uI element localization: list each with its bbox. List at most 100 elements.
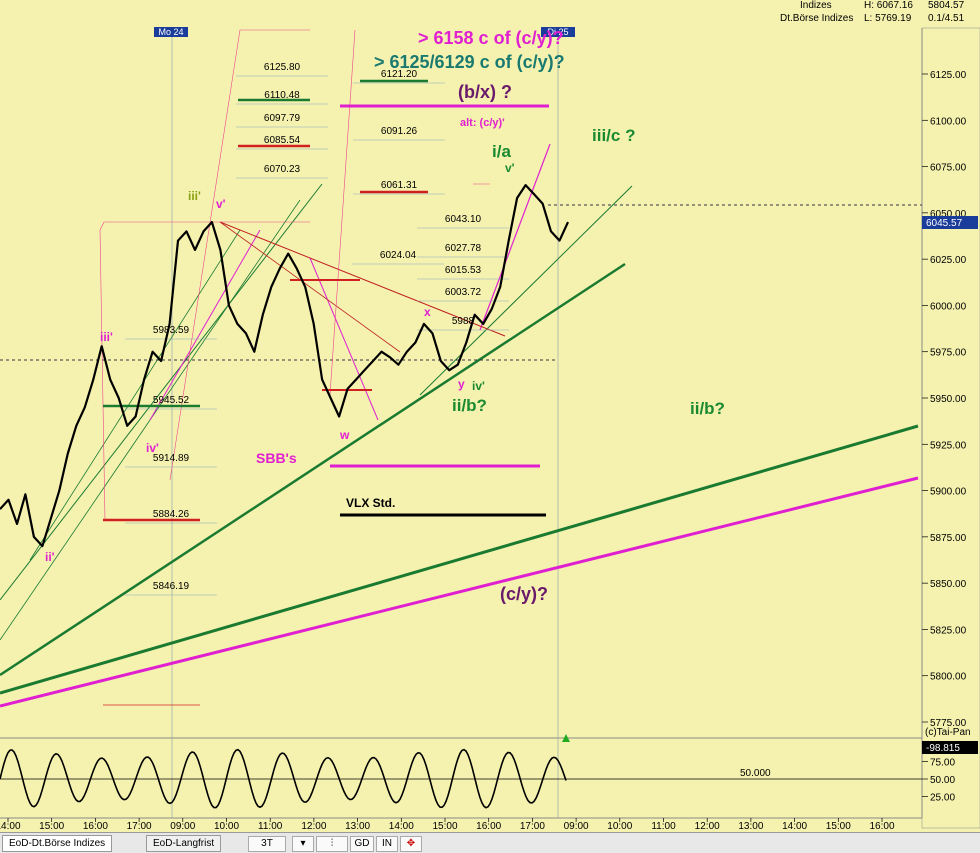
osc-value-bg [922, 741, 978, 754]
osc-tick-label: 25.00 [930, 793, 955, 804]
osc-tick-label: 75.00 [930, 758, 955, 769]
fan-line-magenta [309, 257, 379, 421]
fib-level-label: 6015.53 [445, 265, 482, 276]
y-tick-label: 5875.00 [930, 533, 967, 544]
fib-level-label: 6027.78 [445, 243, 482, 254]
marker-mo: Mo 24 [158, 27, 183, 37]
bottom-tab-bar: EoD-Dt.Börse Indizes EoD-Langfrist 3T ▾ … [0, 832, 980, 853]
annotation-x: x [424, 305, 431, 319]
fib-level-label: 5983.59 [153, 325, 190, 336]
channel-line-red [219, 221, 506, 337]
annotation-vlx: VLX Std. [346, 496, 395, 510]
annotation-bx: (b/x) ? [458, 82, 512, 102]
fib-level-label: 5945.52 [153, 395, 190, 406]
x-tick-label: 09:00 [170, 821, 195, 832]
fib-level-label: 6003.72 [445, 287, 482, 298]
x-tick-label: 16:00 [83, 821, 108, 832]
projection-box [99, 221, 310, 521]
fan-line-magenta [479, 143, 551, 331]
x-tick-label: 15:00 [826, 821, 851, 832]
y-tick-label: 5825.00 [930, 625, 967, 636]
tools-icon[interactable]: ✥ [400, 836, 422, 852]
trendline-green-thin [419, 185, 633, 396]
fib-level-label: 6125.80 [264, 62, 301, 73]
low-value: L: 5769.19 [864, 13, 912, 24]
x-tick-label: 12:00 [695, 821, 720, 832]
y-tick-label: 5950.00 [930, 394, 967, 405]
period-select[interactable]: 3T [248, 836, 286, 852]
candle-style-icon[interactable]: ⫶ [316, 836, 348, 852]
x-tick-label: 15:00 [432, 821, 457, 832]
osc-up-arrow [562, 734, 570, 742]
in-button[interactable]: IN [376, 836, 398, 852]
x-tick-label: 10:00 [214, 821, 239, 832]
osc-mid-label: 50.000 [740, 768, 771, 779]
x-tick-label: 13:00 [738, 821, 763, 832]
annotation-iii-prime-green: iii' [188, 189, 201, 203]
trendline-magenta-long [0, 476, 919, 708]
fib-level-label: 5846.19 [153, 581, 190, 592]
marker-mo-bg [154, 27, 188, 37]
fib-level-label: 5884.26 [153, 509, 190, 520]
annotation-sbb: SBB's [256, 450, 297, 466]
fib-level-label: 6085.54 [264, 135, 301, 146]
dropdown-icon[interactable]: ▾ [292, 836, 314, 852]
index-source: Dt.Börse Indizes [780, 13, 854, 24]
annotation-w: w [339, 428, 350, 442]
annotation-v-prime: v' [505, 161, 515, 175]
gd-button[interactable]: GD [350, 836, 374, 852]
y-tick-label: 5975.00 [930, 348, 967, 359]
y-tick-label: 5925.00 [930, 440, 967, 451]
fib-level-label: 6091.26 [381, 126, 418, 137]
annotation-iv-prime-green: iv' [472, 379, 485, 393]
tab-dt-boerse[interactable]: EoD-Dt.Börse Indizes [2, 835, 113, 852]
y-tick-label: 6000.00 [930, 301, 967, 312]
x-tick-label: 11:00 [651, 821, 676, 832]
annotation-target-6125: > 6125/6129 c of (c/y)? [374, 52, 565, 72]
annotation-alt: alt: (c/y)' [460, 117, 505, 129]
fib-level-label: 6097.79 [264, 113, 301, 124]
trendline-green-long [0, 424, 919, 695]
fan-line [29, 229, 241, 561]
y-tick-label: 5800.00 [930, 672, 967, 683]
y-tick-label: 6125.00 [930, 70, 967, 81]
oscillator-line [0, 748, 567, 809]
fan-line [0, 183, 323, 601]
projection-box [329, 29, 356, 396]
fan-line-magenta [149, 229, 261, 421]
annotation-iv-prime: iv' [146, 441, 159, 455]
high-value: H: 6067.16 [864, 0, 913, 11]
annotation-iii-prime: iii' [100, 330, 113, 344]
osc-tick-label: 50.00 [930, 775, 955, 786]
range-value: 0.1/4.51 [928, 13, 965, 24]
index-name: Indizes [800, 0, 832, 11]
y-tick-label: 5850.00 [930, 579, 967, 590]
x-tick-label: 17:00 [520, 821, 545, 832]
y-tick-label: 6100.00 [930, 116, 967, 127]
fib-level-label: 5914.89 [153, 453, 190, 464]
x-tick-label: 16:00 [476, 821, 501, 832]
fib-level-label: 5988 [452, 316, 475, 327]
tab-langfrist[interactable]: EoD-Langfrist [146, 835, 222, 852]
marker-di-bg [541, 27, 575, 37]
annotation-ii-prime: ii' [45, 550, 55, 564]
y-tick-label: 5775.00 [930, 718, 967, 729]
fib-level-label: 6061.31 [381, 180, 418, 191]
x-tick-label: 12:00 [301, 821, 326, 832]
fib-level-label: 6070.23 [264, 164, 301, 175]
channel-line-red [219, 221, 401, 353]
x-tick-label: 14:00 [389, 821, 414, 832]
x-tick-label: 14:00 [0, 821, 21, 832]
y-tick-label: 6050.00 [930, 209, 967, 220]
annotation-iib-2: ii/b? [690, 399, 725, 418]
x-tick-label: 17:00 [127, 821, 152, 832]
osc-value-label: -98.815 [926, 743, 960, 754]
price-series-line [0, 184, 569, 548]
x-tick-label: 13:00 [345, 821, 370, 832]
x-tick-label: 15:00 [39, 821, 64, 832]
annotation-y: y [458, 377, 465, 391]
x-tick-label: 09:00 [564, 821, 589, 832]
fib-level-label: 6110.48 [264, 90, 300, 101]
last-value: 5804.57 [928, 0, 965, 11]
